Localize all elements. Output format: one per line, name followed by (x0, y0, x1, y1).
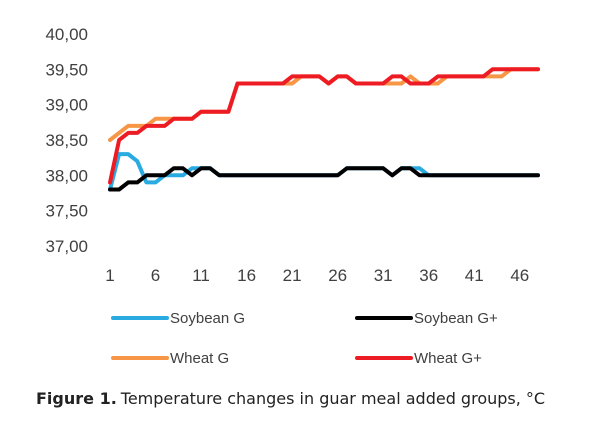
series-line-soybean-g (108, 166, 540, 192)
legend-label-soybean-g: Soybean G (170, 310, 245, 327)
legend-label-wheat-g: Wheat G (170, 350, 229, 367)
x-axis-ticks: 1 6 11 16 21 26 31 36 41 46 (105, 266, 529, 285)
y-tick-label: 38,50 (45, 131, 88, 150)
y-tick-label: 40,00 (45, 25, 88, 44)
series-line-soybean-g (108, 152, 540, 192)
x-tick-label: 6 (151, 266, 160, 285)
series-line-wheat-g (108, 67, 540, 185)
x-tick-label: 41 (465, 266, 484, 285)
x-tick-label: 21 (283, 266, 302, 285)
y-tick-label: 37,50 (45, 202, 88, 221)
y-tick-label: 37,00 (45, 237, 88, 256)
x-tick-label: 36 (419, 266, 438, 285)
y-tick-label: 39,00 (45, 96, 88, 115)
y-axis-ticks: 40,00 39,50 39,00 38,50 38,00 37,50 37,00 (45, 25, 88, 256)
legend: Soybean G Soybean G+ Wheat G Wheat G+ (111, 310, 498, 367)
legend-label-soybean-g: Soybean G+ (414, 310, 498, 327)
x-tick-label: 26 (328, 266, 347, 285)
legend-label-wheat-g: Wheat G+ (414, 350, 482, 367)
caption-label: Figure 1. (36, 389, 117, 408)
caption-text: Temperature changes in guar meal added g… (120, 389, 546, 408)
x-tick-label: 31 (374, 266, 393, 285)
y-tick-label: 38,00 (45, 166, 88, 185)
series-lines (108, 67, 540, 192)
x-tick-label: 16 (237, 266, 256, 285)
y-tick-label: 39,50 (45, 60, 88, 79)
x-tick-label: 11 (192, 266, 210, 285)
x-tick-label: 46 (510, 266, 529, 285)
figure-caption: Figure 1. Temperature changes in guar mea… (36, 388, 576, 409)
x-tick-label: 1 (105, 266, 114, 285)
